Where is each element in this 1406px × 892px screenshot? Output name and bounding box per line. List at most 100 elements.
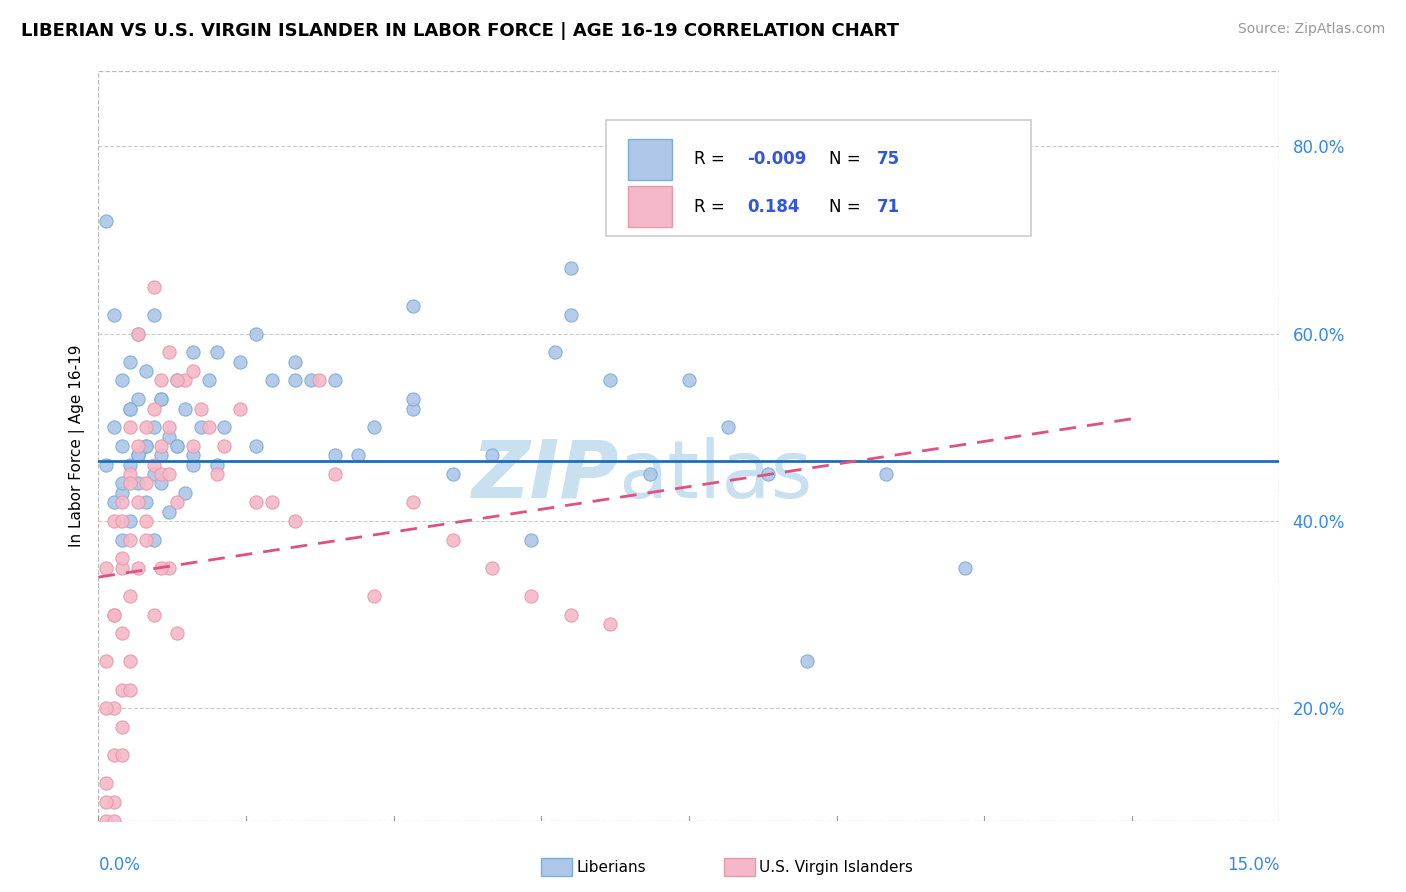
Point <box>111 514 134 528</box>
Point <box>181 345 204 359</box>
Point <box>150 392 173 407</box>
FancyBboxPatch shape <box>627 186 672 227</box>
Point <box>190 420 212 434</box>
Point <box>96 776 118 790</box>
Point <box>111 533 134 547</box>
Point <box>166 439 188 453</box>
Point <box>103 607 125 622</box>
Point <box>166 439 188 453</box>
Point <box>323 467 346 482</box>
Point <box>111 747 134 762</box>
Point <box>402 392 425 407</box>
Point <box>142 533 165 547</box>
Point <box>214 439 236 453</box>
Point <box>197 420 219 434</box>
Point <box>245 326 267 341</box>
Point <box>103 514 125 528</box>
Point <box>245 439 267 453</box>
Point <box>135 439 157 453</box>
FancyBboxPatch shape <box>627 139 672 180</box>
Point <box>796 655 818 669</box>
FancyBboxPatch shape <box>606 120 1032 236</box>
Point <box>103 495 125 509</box>
Point <box>363 420 385 434</box>
Point <box>229 355 252 369</box>
Point <box>678 374 700 388</box>
Point <box>205 458 228 472</box>
Point <box>103 814 125 828</box>
Point <box>481 561 503 575</box>
Point <box>135 514 157 528</box>
Text: R =: R = <box>693 151 730 169</box>
Point <box>560 261 582 276</box>
Point <box>174 486 197 500</box>
Point <box>560 607 582 622</box>
Point <box>229 401 252 416</box>
Point <box>103 795 125 809</box>
Point <box>284 514 307 528</box>
Text: Source: ZipAtlas.com: Source: ZipAtlas.com <box>1237 22 1385 37</box>
Text: R =: R = <box>693 198 730 216</box>
Point <box>441 533 464 547</box>
Point <box>638 467 661 482</box>
Point <box>118 420 141 434</box>
Point <box>284 374 307 388</box>
Point <box>157 467 180 482</box>
Point <box>118 467 141 482</box>
Text: N =: N = <box>830 151 866 169</box>
Point <box>142 458 165 472</box>
Point <box>127 392 149 407</box>
Point <box>717 420 740 434</box>
Point <box>150 449 173 463</box>
Point <box>111 720 134 734</box>
Point <box>111 374 134 388</box>
Point <box>181 458 204 472</box>
Point <box>205 345 228 359</box>
Point <box>150 374 173 388</box>
Point <box>118 401 141 416</box>
Text: 0.184: 0.184 <box>747 198 799 216</box>
Point <box>520 589 543 603</box>
Point <box>308 374 330 388</box>
Text: Liberians: Liberians <box>576 860 647 874</box>
Point <box>260 374 283 388</box>
Point <box>166 374 188 388</box>
Point <box>103 308 125 322</box>
Point <box>96 655 118 669</box>
Point <box>190 401 212 416</box>
Point <box>111 551 134 566</box>
Point <box>103 701 125 715</box>
Point <box>520 533 543 547</box>
Point <box>142 401 165 416</box>
Point <box>103 607 125 622</box>
Point <box>323 374 346 388</box>
Text: atlas: atlas <box>619 437 813 515</box>
Point <box>323 449 346 463</box>
Point <box>441 467 464 482</box>
Point <box>111 626 134 640</box>
Point <box>127 449 149 463</box>
Point <box>127 561 149 575</box>
Point <box>166 374 188 388</box>
Point <box>363 589 385 603</box>
Point <box>544 345 567 359</box>
Point <box>181 439 204 453</box>
Point <box>111 486 134 500</box>
Point <box>347 449 370 463</box>
Point <box>560 308 582 322</box>
Point <box>118 589 141 603</box>
Point <box>150 467 173 482</box>
Point <box>157 420 180 434</box>
Point <box>402 298 425 313</box>
Point <box>166 626 188 640</box>
Point <box>111 439 134 453</box>
Point <box>150 561 173 575</box>
Point <box>181 364 204 378</box>
Point <box>142 308 165 322</box>
Point <box>402 401 425 416</box>
Point <box>181 449 204 463</box>
Point <box>166 495 188 509</box>
Point <box>197 374 219 388</box>
Point <box>174 374 197 388</box>
Point <box>157 505 180 519</box>
